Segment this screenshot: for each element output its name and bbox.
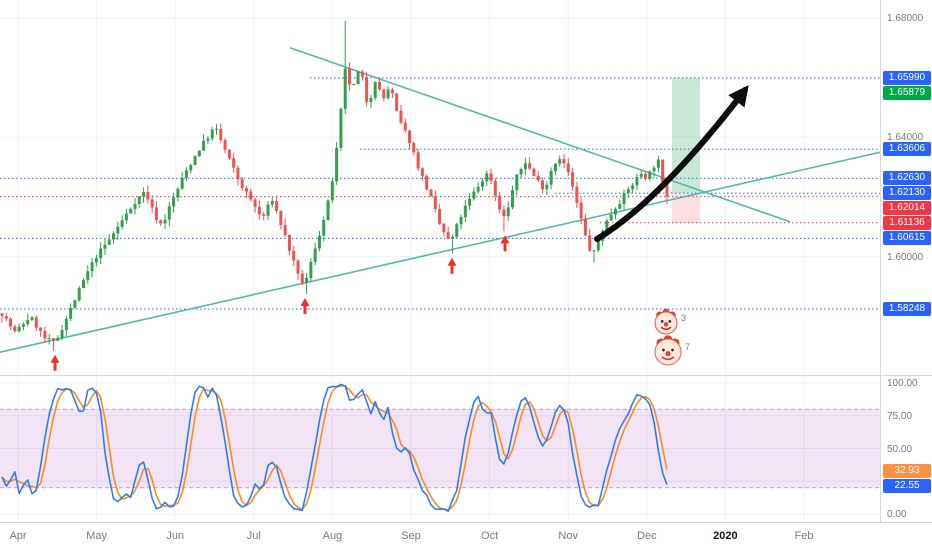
time-label-month: Oct bbox=[481, 530, 499, 542]
candlestick-series[interactable] bbox=[0, 20, 669, 351]
price-tick: 1.60000 bbox=[887, 251, 924, 263]
price-badge: 1.65990 bbox=[883, 70, 931, 85]
stoch-tick: 75.00 bbox=[887, 410, 913, 422]
sticker-count: 3 bbox=[681, 313, 686, 323]
time-label-month: Aug bbox=[322, 530, 343, 542]
price-axis[interactable]: 1.68000 1.64000 1.60000 1.65990 1.65879 1.636… bbox=[880, 0, 932, 522]
time-label-month: Apr bbox=[9, 530, 27, 542]
time-label-month: Nov bbox=[558, 530, 578, 542]
clown-sticker[interactable]: 3 bbox=[654, 308, 686, 335]
stoch-badge: 32.93 bbox=[883, 463, 931, 478]
grid-lines bbox=[0, 0, 880, 521]
time-label-month: Dec bbox=[637, 530, 657, 542]
price-level-lines[interactable] bbox=[0, 77, 880, 310]
long-position-tool[interactable] bbox=[672, 77, 700, 223]
buy-signal-arrow[interactable] bbox=[300, 298, 310, 315]
pane-separator[interactable] bbox=[0, 375, 932, 376]
buy-signal-arrow[interactable] bbox=[500, 235, 510, 252]
time-label-month: Sep bbox=[401, 530, 421, 542]
price-tick: 1.68000 bbox=[887, 12, 924, 24]
price-badge: 1.63606 bbox=[883, 142, 931, 157]
price-badge: 1.60615 bbox=[883, 231, 931, 246]
sticker-count: 7 bbox=[685, 342, 690, 352]
price-badge: 1.61136 bbox=[883, 216, 931, 231]
price-badge: 1.62014 bbox=[883, 201, 931, 216]
stoch-k-line[interactable] bbox=[1, 383, 668, 513]
stoch-d-line[interactable] bbox=[1, 384, 668, 511]
time-axis[interactable]: Apr May Jun Jul Aug Sep Oct Nov Dec 2020 Feb bbox=[0, 522, 932, 550]
buy-signal-arrow[interactable] bbox=[447, 257, 457, 274]
ascending-trendline[interactable] bbox=[0, 151, 881, 353]
clown-sticker[interactable]: 7 bbox=[654, 335, 690, 366]
time-label-year: 2020 bbox=[713, 530, 738, 542]
projection-arrow[interactable] bbox=[594, 85, 749, 242]
stoch-badge: 22.55 bbox=[883, 478, 931, 493]
time-label-month: Jun bbox=[166, 530, 185, 542]
price-badge: 1.62130 bbox=[883, 186, 931, 201]
time-label-month: Feb bbox=[794, 530, 814, 542]
price-tick: 1.64000 bbox=[887, 132, 924, 144]
time-label-month: Jul bbox=[246, 530, 261, 542]
stoch-tick: 50.00 bbox=[887, 443, 913, 455]
price-badge: 1.65879 bbox=[883, 85, 931, 100]
price-badge: 1.58248 bbox=[883, 301, 931, 316]
stoch-band bbox=[0, 408, 880, 489]
time-label-month: May bbox=[86, 530, 107, 542]
descending-trendline[interactable] bbox=[289, 47, 791, 223]
price-badge: 1.62630 bbox=[883, 171, 931, 186]
stoch-tick: 100.00 bbox=[887, 378, 918, 389]
stoch-tick: 0.00 bbox=[887, 509, 907, 520]
buy-signal-arrow[interactable] bbox=[50, 354, 60, 371]
